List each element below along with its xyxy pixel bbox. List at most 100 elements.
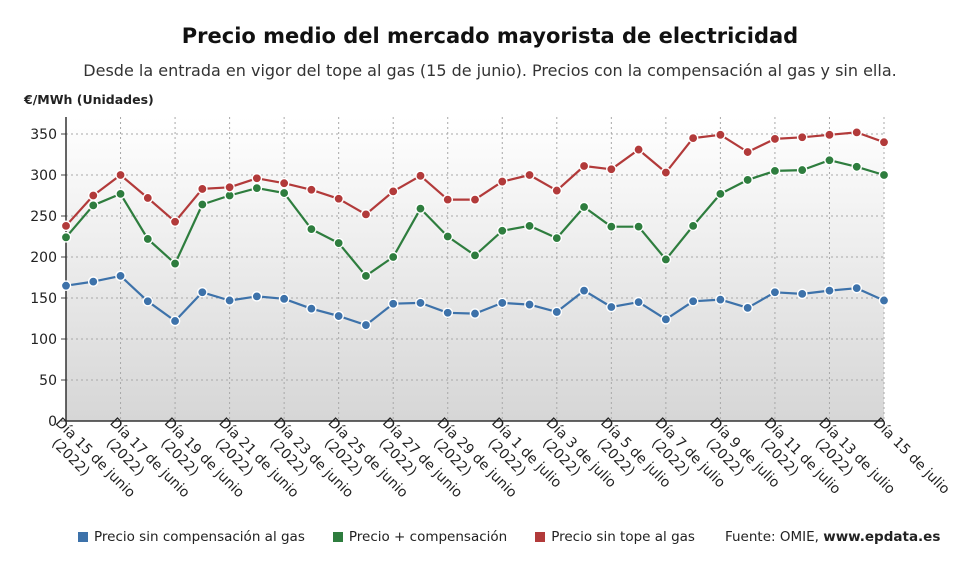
data-point	[851, 127, 863, 138]
data-point	[278, 187, 290, 199]
y-tick-label: 0	[48, 414, 57, 430]
data-point	[606, 221, 617, 232]
source-link[interactable]: www.epdata.es	[823, 529, 941, 545]
source-prefix: Fuente: OMIE,	[724, 529, 824, 545]
data-point	[715, 129, 726, 141]
data-point	[824, 154, 835, 166]
data-point	[769, 286, 781, 298]
data-point	[387, 186, 399, 197]
data-point	[606, 301, 617, 313]
data-point	[524, 220, 535, 232]
data-point	[687, 132, 699, 144]
data-point	[169, 216, 181, 228]
data-point	[60, 220, 72, 232]
y-tick-label: 150	[30, 291, 57, 307]
legend-item-sin-tope: Precio sin tope al gas	[535, 529, 695, 545]
data-point	[197, 286, 208, 298]
data-point	[633, 296, 644, 308]
data-point	[715, 294, 726, 305]
data-point	[824, 285, 835, 296]
data-point	[142, 295, 154, 307]
data-point	[415, 203, 426, 214]
data-point	[606, 163, 617, 175]
legend-label: Precio + compensación	[348, 529, 508, 545]
data-point	[769, 165, 781, 177]
data-point	[578, 285, 590, 296]
chart-legend: Precio sin compensación al gas Precio + …	[78, 529, 940, 545]
y-tick-label: 300	[30, 168, 57, 184]
legend-item-sin-compensacion: Precio sin compensación al gas	[78, 529, 305, 545]
data-point	[851, 161, 863, 173]
data-point	[197, 199, 208, 210]
data-point	[660, 167, 672, 178]
data-point	[387, 251, 399, 263]
data-point	[251, 172, 263, 184]
data-point	[824, 129, 835, 141]
data-point	[469, 250, 481, 261]
data-point	[660, 254, 672, 265]
data-point	[251, 182, 263, 194]
data-point	[496, 225, 508, 237]
data-point	[796, 288, 808, 300]
data-point	[769, 133, 781, 145]
data-point	[333, 310, 344, 322]
data-point	[306, 303, 317, 314]
data-point	[524, 299, 535, 310]
data-point	[633, 144, 644, 155]
data-point	[878, 136, 890, 148]
source-credit: Fuente: OMIE, www.epdata.es	[725, 529, 940, 545]
data-point	[496, 176, 508, 187]
legend-swatch-blue	[78, 532, 88, 542]
data-point	[278, 293, 290, 305]
data-point	[360, 270, 372, 282]
data-point	[660, 314, 672, 325]
data-point	[742, 302, 753, 314]
data-point	[251, 291, 263, 302]
data-point	[578, 160, 590, 172]
y-axis-unit-label: €/MWh (Unidades)	[24, 92, 154, 107]
data-point	[224, 181, 235, 193]
data-point	[878, 169, 890, 181]
data-point	[687, 220, 699, 232]
data-point	[796, 131, 808, 143]
data-point	[442, 307, 454, 319]
data-point	[115, 169, 126, 181]
data-point	[87, 190, 99, 201]
data-point	[333, 193, 344, 205]
data-point	[278, 177, 290, 189]
data-point	[878, 295, 890, 306]
chart-title: Precio medio del mercado mayorista de el…	[181, 24, 799, 48]
data-point	[415, 297, 426, 309]
data-point	[87, 276, 99, 287]
legend-label: Precio sin compensación al gas	[94, 529, 305, 545]
data-point	[142, 233, 154, 245]
y-tick-label: 250	[30, 209, 57, 225]
data-point	[169, 258, 181, 269]
data-point	[60, 232, 72, 243]
legend-item-compensacion: Precio + compensación	[332, 529, 508, 545]
legend-swatch-green	[332, 532, 343, 542]
data-point	[87, 200, 99, 211]
data-point	[169, 315, 181, 327]
plot-area	[66, 117, 884, 421]
data-point	[224, 295, 235, 306]
data-point	[333, 237, 344, 249]
data-point	[142, 192, 154, 204]
data-point	[687, 295, 699, 307]
data-point	[360, 319, 372, 331]
data-point	[715, 188, 726, 200]
data-point	[851, 282, 863, 294]
data-point	[469, 194, 481, 205]
y-tick-label: 100	[30, 332, 57, 348]
data-point	[524, 169, 535, 181]
y-tick-label: 350	[30, 127, 57, 143]
legend-label: Precio sin tope al gas	[551, 529, 695, 545]
data-point	[469, 308, 481, 319]
data-point	[551, 306, 563, 318]
legend-swatch-red	[535, 532, 546, 542]
data-point	[306, 223, 317, 235]
y-tick-label: 50	[39, 373, 57, 389]
data-point	[115, 270, 126, 282]
data-point	[415, 170, 426, 182]
